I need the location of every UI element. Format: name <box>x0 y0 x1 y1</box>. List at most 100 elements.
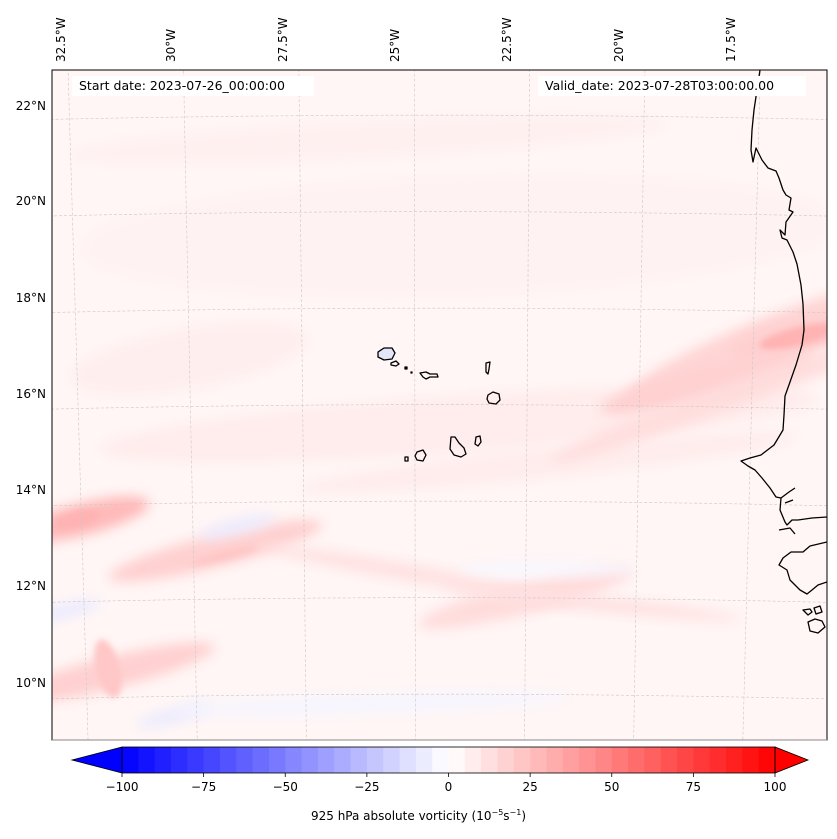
colorbar-segment-25 <box>530 747 547 773</box>
meridian-line-4 <box>524 70 530 740</box>
parallel-line-2 <box>52 307 827 313</box>
island-boa-vista <box>486 391 501 405</box>
colorbar-segment-13 <box>334 747 352 773</box>
lat-label-22n: 22°N <box>15 99 46 113</box>
colorbar-segment-29 <box>595 747 613 773</box>
coastlines <box>377 70 827 634</box>
vorticity-core-3 <box>94 639 122 698</box>
island-sal <box>485 361 491 375</box>
colorbar-segment-21 <box>464 747 482 773</box>
colorbar-segment-10 <box>285 747 303 773</box>
colorbar-label-mid: s <box>503 809 510 823</box>
lat-label-16n: 16°N <box>15 387 46 401</box>
parallel-line-6 <box>52 693 827 700</box>
colorbar-segment-16 <box>383 747 401 773</box>
colorbar-extend-min <box>70 746 123 774</box>
colorbar-segment-30 <box>611 747 629 773</box>
valid-date-label: Valid_date: 2023-07-28T03:00:00.00 <box>545 76 775 96</box>
colorbar-segment-11 <box>301 747 319 773</box>
colorbar-segment-8 <box>252 747 270 773</box>
lon-label-20w: 20°W <box>612 28 626 62</box>
island-sao-vicente <box>390 360 400 367</box>
colorbar-segment-6 <box>219 747 237 773</box>
colorbar-tick-label: 100 <box>763 780 787 794</box>
colorbar-segment-35 <box>693 747 711 773</box>
colorbar-segment-37 <box>726 747 743 773</box>
colorbar-segment-7 <box>236 747 254 773</box>
colorbar-segment-18 <box>415 747 433 773</box>
vorticity-contour-19 <box>457 561 638 578</box>
island-santa-luzia <box>404 366 408 370</box>
colorbar-tick-label: 0 <box>444 780 453 794</box>
colorbar-segment-12 <box>317 747 335 773</box>
vorticity-contour-2 <box>68 115 669 164</box>
vorticity-contour-17 <box>442 585 741 621</box>
colorbar-tick-label: 25 <box>522 780 538 794</box>
vorticity-contour-18 <box>171 691 572 717</box>
coastline-africa <box>740 70 827 634</box>
island-sao-nicolau <box>419 371 439 380</box>
colorbar-segment-5 <box>203 747 221 773</box>
graticule <box>52 70 827 740</box>
colorbar-label-exp1: −5 <box>491 808 504 817</box>
colorbar-segment-39 <box>758 747 776 773</box>
vorticity-contour-1 <box>80 174 827 298</box>
colorbar-tick-label: −25 <box>354 780 380 794</box>
coastline-gambia-inlet <box>778 487 796 535</box>
colorbar-tick-label: 50 <box>604 780 620 794</box>
map-area <box>52 70 827 740</box>
meridian-line-5 <box>633 70 646 740</box>
lon-label-25w: 25°W <box>388 28 402 62</box>
colorbar-label-exp2: −1 <box>509 808 522 817</box>
colorbar-segment-3 <box>170 747 188 773</box>
island-santo-antao <box>377 347 396 361</box>
colorbar-segment-17 <box>399 747 417 773</box>
colorbar-label: 925 hPa absolute vorticity (10−5s−1) <box>0 808 837 823</box>
colorbar-segment-19 <box>432 747 449 773</box>
colorbar-segment-24 <box>513 747 531 773</box>
colorbar-tick-label: −50 <box>272 780 298 794</box>
vorticity-field <box>52 115 827 729</box>
colorbar-segment-31 <box>628 747 645 773</box>
lon-label-32-5w: 32.5°W <box>54 17 68 62</box>
island-maio <box>474 435 482 447</box>
colorbar-segment-36 <box>709 747 727 773</box>
colorbar-label-main: 925 hPa absolute vorticity (10 <box>310 809 492 823</box>
colorbar-segment-33 <box>660 747 678 773</box>
colorbar-segment-14 <box>350 747 368 773</box>
lat-label-20n: 20°N <box>15 194 46 208</box>
meridian-line-1 <box>183 70 198 740</box>
vorticity-core-2 <box>190 545 259 566</box>
vorticity-core-1 <box>759 323 827 350</box>
meridian-line-0 <box>67 70 89 740</box>
colorbar-segment-1 <box>138 747 156 773</box>
lon-label-22-5w: 22.5°W <box>500 17 514 62</box>
vorticity-core-0 <box>55 510 99 529</box>
vorticity-contour-13 <box>52 599 102 625</box>
colorbar-segment-23 <box>497 747 515 773</box>
colorbar-segment-20 <box>448 747 466 773</box>
parallel-line-1 <box>52 211 827 217</box>
island-raso <box>410 371 413 374</box>
colorbar-label-end: ) <box>521 809 527 823</box>
colorbar-tick-label: −75 <box>190 780 217 794</box>
meridian-line-3 <box>413 70 416 740</box>
colorbar-segment-38 <box>742 747 760 773</box>
meridian-line-6 <box>742 70 761 740</box>
colorbar-tick-label: −100 <box>105 780 139 794</box>
vorticity-contour-11 <box>198 514 277 539</box>
colorbar-extend-max <box>774 746 810 774</box>
colorbar-segment-0 <box>122 747 139 773</box>
island-santiago <box>449 436 467 458</box>
colorbar-segment-4 <box>187 747 205 773</box>
island-brava <box>404 456 409 462</box>
parallel-line-4 <box>52 500 827 507</box>
colorbar-segment-34 <box>677 747 694 773</box>
vorticity-contour-8 <box>108 520 323 582</box>
lat-label-10n: 10°N <box>15 676 46 690</box>
colorbar-segment-32 <box>644 747 662 773</box>
lat-label-18n: 18°N <box>15 291 46 305</box>
start-date-label: Start date: 2023-07-26_00:00:00 <box>79 76 285 96</box>
colorbar-segment-9 <box>268 747 286 773</box>
